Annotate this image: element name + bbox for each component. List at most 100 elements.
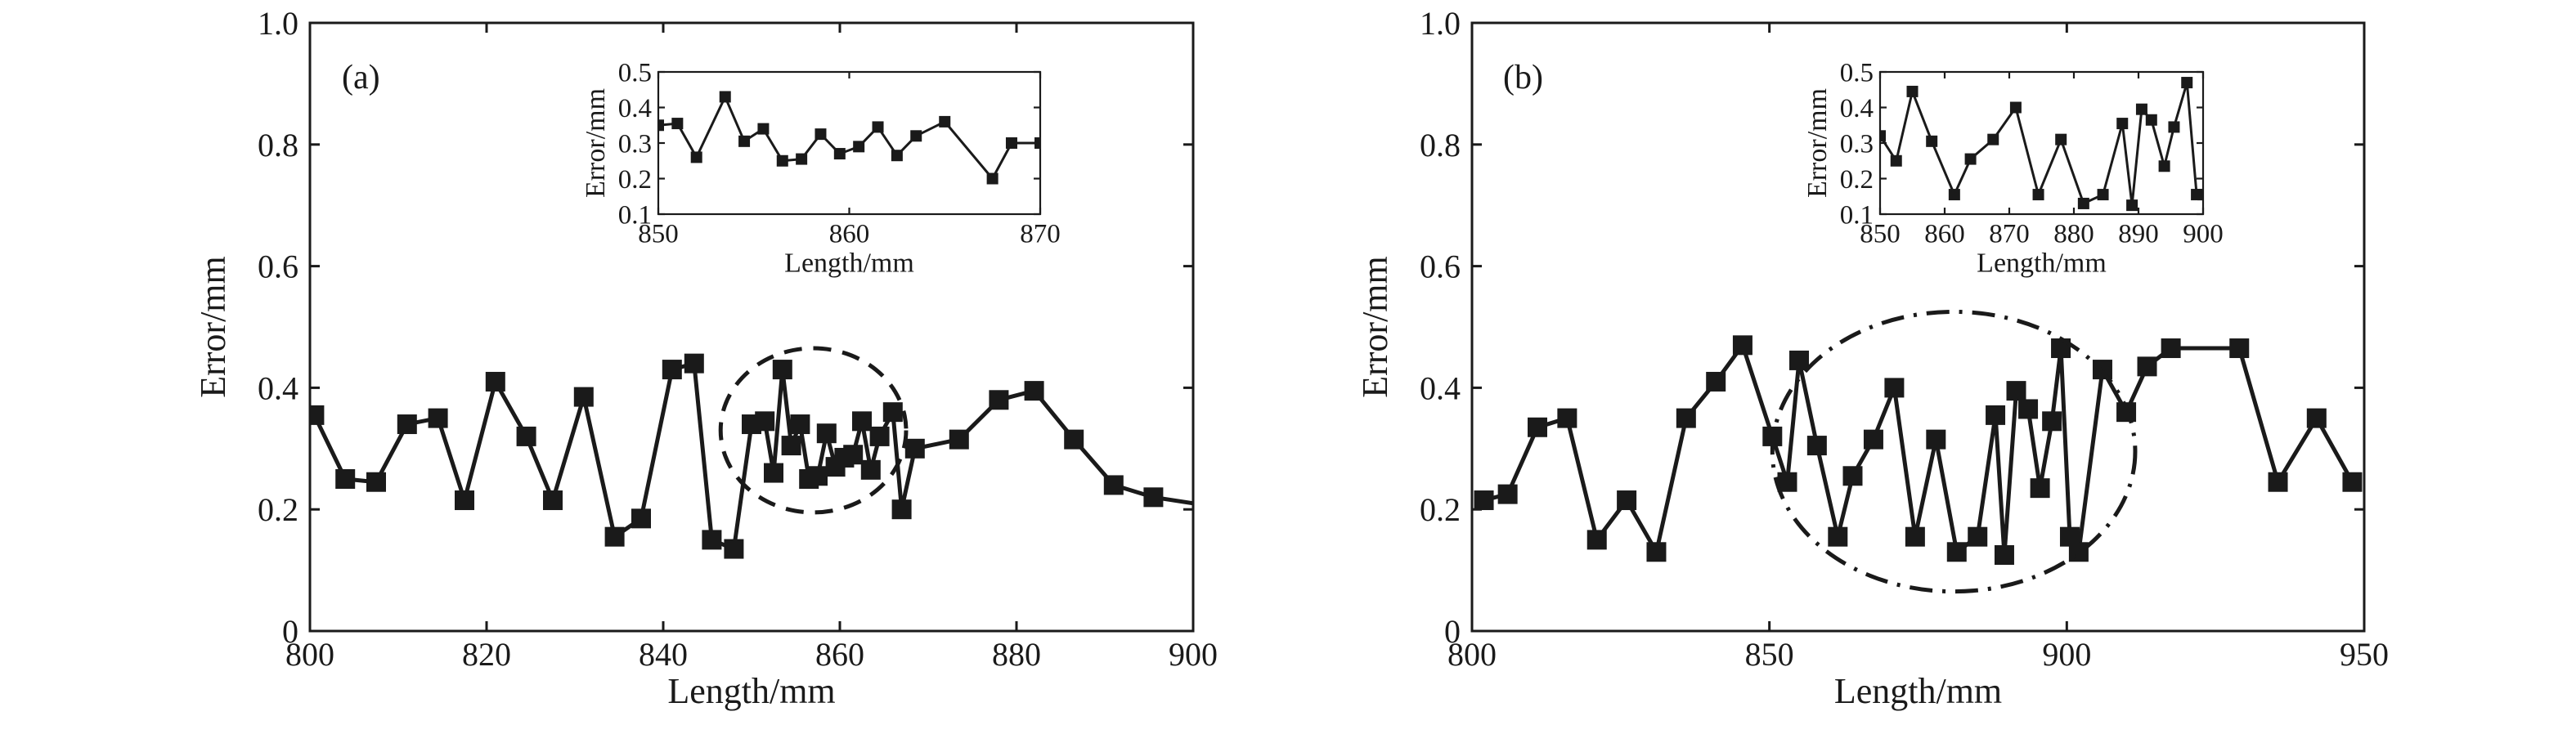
panel-a-data-point: [335, 469, 356, 489]
panel-a-x-tick-label: 880: [992, 636, 1041, 673]
panel-b-inset-y-tick-label: 0.4: [1840, 94, 1874, 123]
panel-b-y-tick-label: 0.2: [1420, 491, 1461, 528]
panel-b-data-point: [1732, 335, 1752, 356]
panel-a-x-tick-label: 800: [285, 636, 334, 673]
panel-b-inset-x-tick-label: 900: [2183, 220, 2224, 249]
panel-b-inset-data-point: [1906, 85, 1919, 97]
panel-b-plot-frame: [1470, 21, 2366, 633]
panel-a: 800 820 840 860 880 900 0 0.2 0.4 0.6 0.8 1.0 Length…: [193, 5, 1218, 711]
panel-a-data-point: [702, 530, 722, 550]
panel-a-data-point: [573, 387, 594, 407]
panel-a-inset-y-tick-label: 0.3: [618, 130, 652, 159]
panel-b-data-point: [2306, 408, 2327, 428]
panel-b-y-tick-label: 1.0: [1420, 5, 1461, 42]
panel-b-data-point: [2006, 381, 2026, 401]
panel-a-data-point: [755, 411, 775, 432]
panel-b-inset-x-tick-label: 850: [1860, 220, 1901, 249]
panel-b-inset-data-point: [2097, 189, 2109, 201]
panel-b-data-point: [2068, 542, 2089, 562]
panel-b-data-point: [2342, 472, 2363, 492]
panel-a-data-point: [781, 436, 801, 456]
panel-b-y-tick-label: 0.8: [1420, 127, 1461, 163]
panel-a-data-point: [843, 445, 864, 465]
panel-a-inset-data-point: [1005, 137, 1017, 149]
panel-a-data-point: [310, 405, 325, 425]
panel-a-y-tick-label: 0: [282, 613, 298, 650]
panel-a-inset-data-point: [757, 123, 770, 135]
panel-a-plot-frame: [308, 21, 1195, 633]
panel-b-data-point: [1905, 526, 1925, 547]
panel-a-data-point: [1064, 429, 1084, 450]
panel-a-inset-plot-frame: [657, 70, 1042, 216]
panel-a-data-point: [366, 472, 386, 492]
panel-a-inset-data-point: [719, 91, 731, 103]
panel-b-inset-data-point: [1880, 130, 1886, 142]
panel-b-y-tick-label: 0.4: [1420, 369, 1461, 406]
panel-b-inset-y-tick-label: 0.1: [1840, 201, 1874, 231]
panel-a-inset-y-axis-label: Error/mm: [581, 88, 611, 198]
panel-b-x-tick-label: 850: [1745, 636, 1794, 673]
panel-b-data-point: [1617, 490, 1637, 511]
panel-b-data-point: [1497, 484, 1518, 504]
panel-b-inset-data-point: [1890, 154, 1902, 167]
panel-a-inset-y-tick-label: 0.5: [618, 59, 652, 88]
panel-a-data-point: [869, 426, 890, 446]
panel-b-inset-y-tick-label: 0.5: [1840, 59, 1874, 88]
panel-a-data-point: [662, 360, 682, 380]
panel-a-data-point: [485, 371, 505, 392]
panel-b-x-tick-label: 800: [1447, 636, 1497, 673]
panel-a-inset-data-point: [833, 148, 846, 160]
panel-b-data-point: [1474, 490, 1494, 511]
panel-a-inset-series-line: [658, 96, 1040, 180]
panel-a-inset-data-point: [671, 118, 684, 130]
panel-b-data-point: [2137, 356, 2157, 377]
panel-a-data-point: [631, 508, 651, 529]
panel-b-data-point: [1646, 542, 1667, 562]
panel-a-data-point: [684, 353, 704, 374]
panel-b-inset-data-point: [2055, 133, 2067, 145]
panel-b-data-point: [1586, 530, 1607, 550]
panel-b-data-point: [2042, 411, 2062, 432]
panel-b-data-point: [1926, 429, 1946, 450]
panel-a-data-point: [904, 438, 925, 459]
panel-b-inset-data-point: [2032, 189, 2044, 201]
panel-a-inset-y-tick-label: 0.1: [618, 201, 652, 231]
panel-a-inset-data-point: [986, 172, 999, 185]
panel-b-inset-data-point: [1987, 133, 1999, 145]
panel-b-data-point: [2161, 338, 2181, 359]
panel-b-highlight-circle: [1770, 309, 2138, 594]
panel-a-inset-data-point: [1034, 137, 1040, 149]
panel-b-inset-y-tick-label: 0.2: [1840, 165, 1874, 195]
panel-b-data-point: [1789, 350, 1810, 370]
panel-b: 800 850 900 950 0 0.2 0.4 0.6 0.8 1.0 Length/mm Err…: [1355, 5, 2389, 711]
panel-a-y-tick-label: 0.4: [258, 369, 298, 406]
panel-b-data-point: [2018, 399, 2039, 419]
panel-b-inset-data-point: [2145, 114, 2157, 126]
panel-b-data-point: [1828, 526, 1848, 547]
panel-a-data-point: [455, 490, 474, 511]
panel-a-inset-data-point: [853, 141, 865, 153]
panel-b-inset-data-point: [2197, 189, 2203, 201]
panel-a-inset-data-point: [690, 151, 702, 163]
panel-b-inset-data-point: [2158, 160, 2170, 172]
panel-a-data-point: [949, 429, 969, 450]
panel-a-x-tick-label: 820: [462, 636, 511, 673]
panel-a-data-point: [816, 423, 837, 444]
panel-a-inset-x-tick-label: 870: [1020, 220, 1061, 249]
panel-a-x-axis-label: Length/mm: [667, 671, 835, 711]
panel-b-inset-x-tick-label: 870: [1989, 220, 2030, 249]
panel-a-data-point: [1024, 381, 1044, 401]
panel-b-data-point: [1994, 545, 2014, 565]
panel-b-inset-x-tick-label: 890: [2118, 220, 2159, 249]
panel-a-data-point: [1103, 475, 1124, 495]
panel-a-inset-data-point: [776, 154, 788, 167]
panel-a-data-point: [516, 426, 536, 446]
panel-a-inset-y-tick-label: 0.4: [618, 94, 652, 123]
panel-a-label: (a): [342, 59, 380, 96]
panel-b-data-point: [1528, 417, 1548, 437]
panel-a-y-tick-label: 0.6: [258, 248, 298, 285]
panel-b-data-point: [2268, 472, 2288, 492]
panel-b-data-point: [1884, 378, 1905, 398]
panel-b-inset: 850 860 870 880 890 900 0.1 0.2 0.3 0.4 0.5 Length/…: [1802, 59, 2224, 279]
panel-b-inset-x-tick-label: 880: [2053, 220, 2094, 249]
